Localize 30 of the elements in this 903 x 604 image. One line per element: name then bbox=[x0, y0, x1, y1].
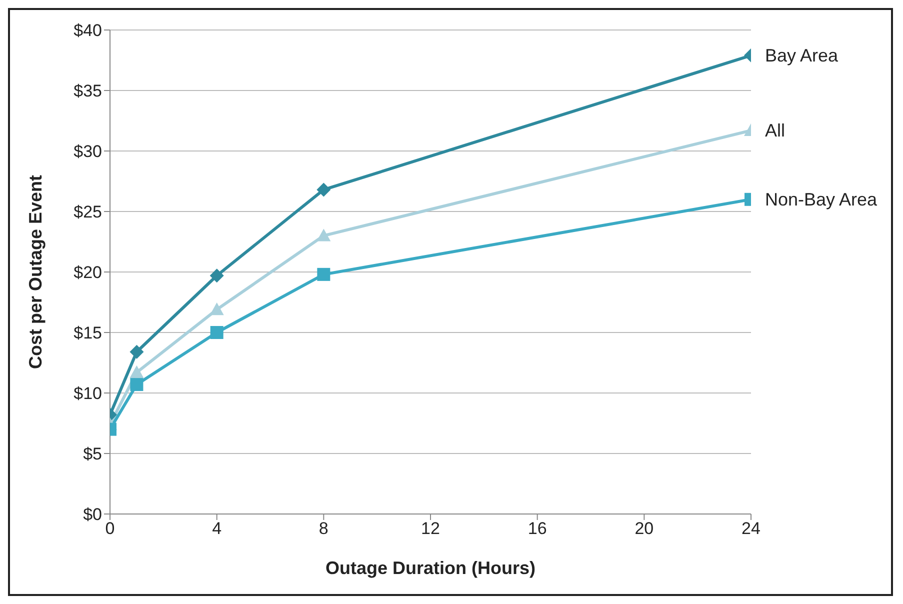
x-tick-label: 24 bbox=[742, 519, 760, 538]
y-axis-title: Cost per Outage Event bbox=[25, 174, 46, 370]
x-tick-label: 20 bbox=[634, 519, 654, 538]
point bbox=[316, 182, 331, 197]
y-tick-label: $15 bbox=[74, 324, 102, 343]
x-axis-title: Outage Duration (Hours) bbox=[326, 558, 536, 578]
series-label: Non-Bay Area bbox=[765, 189, 878, 210]
y-tick-label: $35 bbox=[74, 82, 102, 101]
y-tick-label: $0 bbox=[83, 505, 102, 524]
x-tick-label: 4 bbox=[212, 519, 222, 538]
y-tick-label: $25 bbox=[74, 202, 102, 222]
series-label: All bbox=[765, 120, 786, 140]
y-tick-label: $20 bbox=[74, 263, 102, 282]
y-tick-label: $10 bbox=[74, 384, 102, 404]
x-tick-label: 12 bbox=[421, 519, 440, 538]
y-tick-label: $5 bbox=[83, 444, 102, 464]
point bbox=[130, 365, 144, 378]
point bbox=[130, 378, 144, 392]
series-label: Bay Area bbox=[765, 45, 840, 66]
point bbox=[210, 302, 224, 316]
x-tick-label: 16 bbox=[528, 519, 547, 538]
x-tick-label: 0 bbox=[105, 519, 115, 538]
point bbox=[130, 344, 144, 359]
y-tick-label: $30 bbox=[74, 142, 102, 162]
y-tick-label: $40 bbox=[74, 21, 102, 40]
x-tick-label: 8 bbox=[318, 519, 328, 538]
point bbox=[316, 228, 331, 242]
point bbox=[210, 268, 224, 283]
point bbox=[317, 268, 330, 281]
point bbox=[210, 326, 224, 339]
